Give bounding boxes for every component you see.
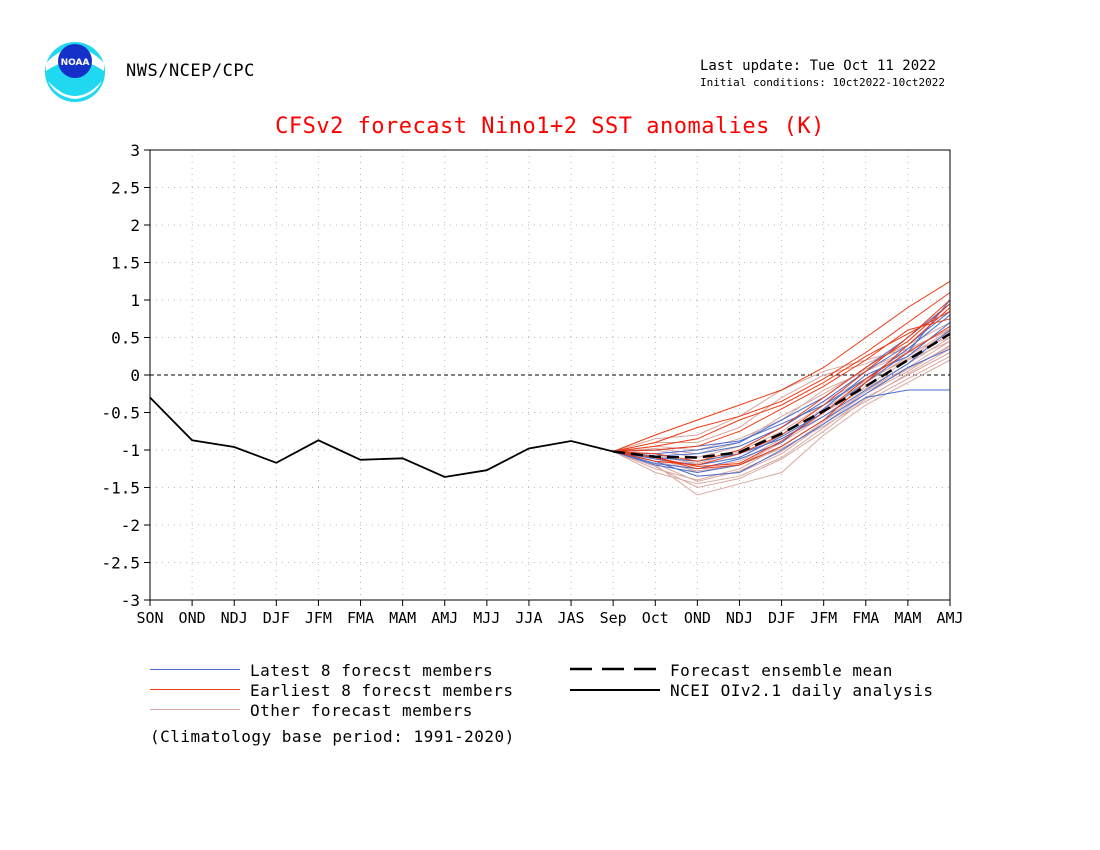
legend-label-earliest: Earliest 8 forecst members bbox=[250, 681, 514, 700]
noaa-logo-text: NOAA bbox=[61, 58, 90, 68]
initial-conditions: Initial conditions: 10ct2022-10ct2022 bbox=[700, 76, 946, 89]
observed-line bbox=[149, 396, 614, 478]
y-tick-label: 2.5 bbox=[111, 179, 140, 198]
x-tick-label: JAS bbox=[558, 609, 585, 627]
earliest-member-line bbox=[613, 310, 951, 452]
x-tick-label: JFM bbox=[810, 609, 837, 627]
x-tick-label: FMA bbox=[852, 609, 879, 627]
x-tick-label: JFM bbox=[305, 609, 332, 627]
earliest-member-line bbox=[613, 299, 951, 466]
main-lines bbox=[149, 332, 951, 478]
agency-label: NWS/NCEP/CPC bbox=[126, 61, 255, 81]
x-tick-label: AMJ bbox=[936, 609, 963, 627]
other-member-line bbox=[613, 359, 951, 496]
y-tick-label: 0.5 bbox=[111, 329, 140, 348]
legend-swatch-earliest bbox=[150, 689, 240, 690]
y-tick-label: 0 bbox=[130, 366, 140, 385]
y-tick-label: -1 bbox=[121, 441, 140, 460]
grid bbox=[150, 150, 950, 600]
other-member-line bbox=[613, 348, 951, 489]
x-tick-label: OND bbox=[179, 609, 206, 627]
y-tick-label: 2 bbox=[130, 216, 140, 235]
last-update: Last update: Tue Oct 11 2022 bbox=[700, 58, 937, 74]
x-tick-label: DJF bbox=[768, 609, 795, 627]
latest-member-line bbox=[613, 329, 951, 462]
earliest-member-line bbox=[613, 292, 951, 452]
climatology-note: (Climatology base period: 1991-2020) bbox=[150, 727, 515, 746]
x-tick-label: FMA bbox=[347, 609, 374, 627]
x-tick-label: DJF bbox=[263, 609, 290, 627]
axes: -3 -2.5 -2 -1.5 -1 -0.5 0 0.5 1 1.5 2 2.5 3 SON OND NDJ… bbox=[101, 141, 963, 627]
x-tick-label: MAM bbox=[894, 609, 921, 627]
earliest-member-line bbox=[613, 307, 951, 470]
y-tick-label: -0.5 bbox=[101, 404, 140, 423]
noaa-logo: NOAA bbox=[45, 42, 105, 102]
x-tick-label: NDJ bbox=[221, 609, 248, 627]
chart-title: CFSv2 forecast Nino1+2 SST anomalies (K) bbox=[275, 114, 825, 139]
other-member-line bbox=[613, 322, 951, 452]
y-tick-label: -3 bbox=[121, 591, 140, 610]
x-tick-label: AMJ bbox=[431, 609, 458, 627]
x-tick-label: MAM bbox=[389, 609, 416, 627]
legend-swatch-observed bbox=[570, 689, 660, 691]
latest-member-line bbox=[613, 389, 950, 477]
legend-label-observed: NCEI OIv2.1 daily analysis bbox=[670, 681, 934, 700]
latest-member-line bbox=[613, 303, 951, 455]
earliest-member-line bbox=[613, 325, 951, 468]
x-tick-label: OND bbox=[684, 609, 711, 627]
y-tick-label: -1.5 bbox=[101, 479, 140, 498]
legend-label-latest: Latest 8 forecst members bbox=[250, 661, 494, 680]
x-tick-label: SON bbox=[136, 609, 163, 627]
other-member-line bbox=[613, 355, 951, 472]
x-tick-label: NDJ bbox=[726, 609, 753, 627]
x-tick-label: JJA bbox=[515, 609, 542, 627]
y-tick-label: 3 bbox=[130, 141, 140, 160]
y-tick-label: 1 bbox=[130, 291, 140, 310]
latest-member-line bbox=[613, 322, 951, 470]
y-tick-label: -2.5 bbox=[101, 554, 140, 573]
legend-swatch-latest bbox=[150, 669, 240, 670]
y-tick-label: -2 bbox=[121, 516, 140, 535]
ensemble-mean-line bbox=[613, 332, 951, 459]
x-tick-label: MJJ bbox=[473, 609, 500, 627]
x-tick-label: Oct bbox=[642, 609, 669, 627]
legend-label-other: Other forecast members bbox=[250, 701, 473, 720]
legend-swatch-mean bbox=[570, 667, 662, 671]
legend-swatch-other bbox=[150, 709, 240, 710]
earliest-member-line bbox=[613, 318, 951, 452]
earliest-member-line bbox=[613, 280, 951, 452]
y-tick-label: 1.5 bbox=[111, 254, 140, 273]
legend-label-mean: Forecast ensemble mean bbox=[670, 661, 893, 680]
x-tick-label: Sep bbox=[600, 609, 627, 627]
